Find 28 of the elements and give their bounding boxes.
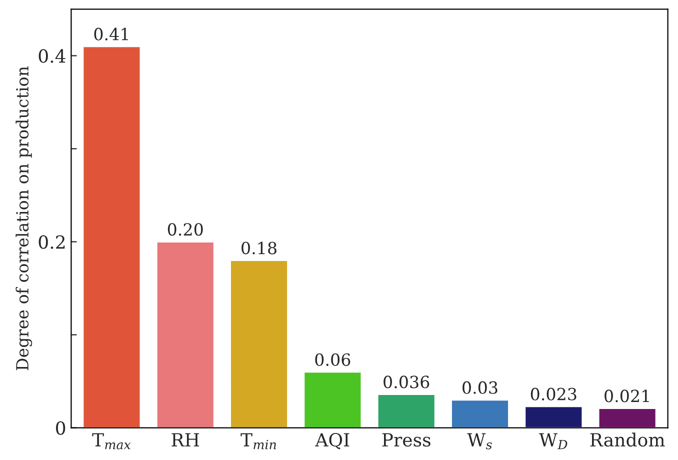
bar: [376, 394, 436, 428]
x-tick-label: W$_{D}$: [539, 433, 568, 450]
data-label: 0.18: [242, 242, 276, 254]
bar: [598, 408, 657, 428]
data-label: 0.06: [315, 353, 350, 366]
bar: [156, 241, 215, 428]
bar: [524, 406, 584, 428]
bar: [303, 371, 362, 428]
x-tick-label: W$_{s}$: [467, 433, 492, 450]
y-tick-label: 0.4: [38, 49, 66, 63]
x-tick-label: AQI: [315, 432, 350, 450]
data-label: 0.20: [168, 223, 203, 236]
x-tick-label: T$_{min}$: [240, 433, 276, 450]
y-tick-label: 0.2: [38, 235, 65, 249]
x-tick-label: RH: [172, 433, 200, 446]
x-tick-label: Random: [590, 432, 665, 447]
data-label: 0.021: [604, 390, 649, 402]
bar: [82, 46, 142, 428]
x-tick-label: Press: [382, 433, 430, 447]
bar: [230, 260, 288, 428]
data-label: 0.023: [530, 388, 576, 400]
x-tick-label: T$_{max}$: [92, 433, 131, 450]
data-label: 0.036: [384, 376, 430, 388]
y-tick-label: 0: [56, 421, 66, 435]
y-axis-title: Degree of correlation on production: [16, 66, 32, 370]
bar: [450, 399, 510, 428]
data-label: 0.03: [462, 381, 498, 394]
data-label: 0.41: [94, 28, 128, 40]
